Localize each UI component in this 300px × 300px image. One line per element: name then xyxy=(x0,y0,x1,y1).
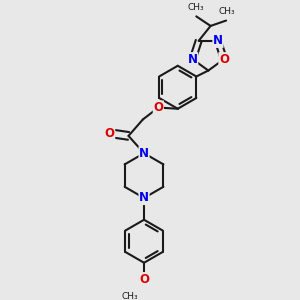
Text: O: O xyxy=(153,101,164,114)
Text: N: N xyxy=(139,191,149,205)
Text: N: N xyxy=(213,34,223,47)
Text: N: N xyxy=(188,53,198,66)
Text: CH₃: CH₃ xyxy=(188,3,205,12)
Text: O: O xyxy=(219,53,229,66)
Text: CH₃: CH₃ xyxy=(122,292,139,300)
Text: O: O xyxy=(139,273,149,286)
Text: CH₃: CH₃ xyxy=(219,7,236,16)
Text: N: N xyxy=(139,147,149,160)
Text: O: O xyxy=(105,127,115,140)
